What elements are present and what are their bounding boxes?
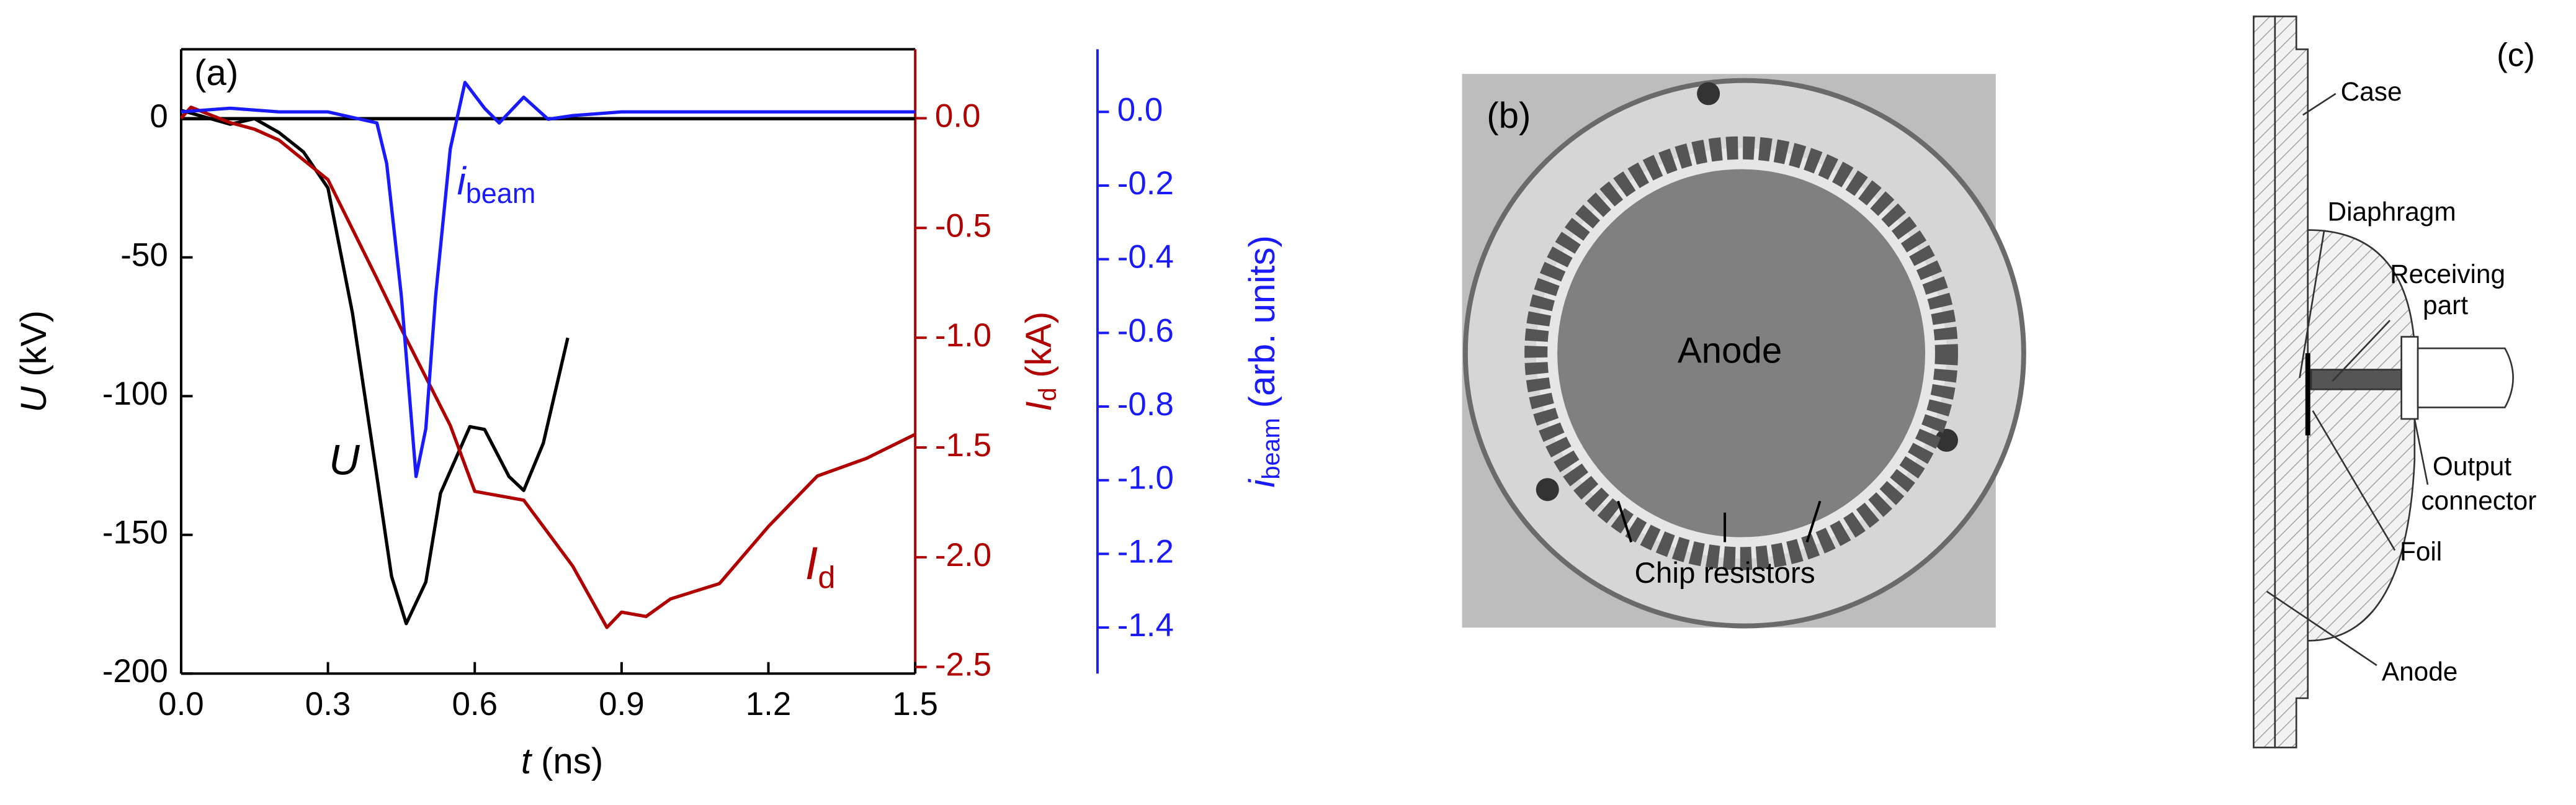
y-tick-label: -150 [102,515,168,551]
y2-tick-label: -0.5 [935,207,991,244]
label: connector [2421,486,2536,515]
y3-tick-label: -1.2 [1117,533,1174,570]
series-line [181,109,570,626]
x-tick-label: 0.6 [452,686,498,722]
y-tick-label: -50 [120,237,168,274]
output-connector [2417,347,2514,408]
hole [1934,428,1958,452]
pointer [2299,230,2325,379]
y3-tick-label: -0.4 [1117,239,1174,276]
annotation: U [329,436,360,484]
y3-tick-label: 0.0 [1117,91,1163,128]
y3-axis-label: ibeam(arb. units) [1242,235,1285,487]
hole [1697,82,1720,106]
x-tick-label: 0.9 [599,686,645,722]
y-tick-label: -200 [102,653,168,690]
pointer [2312,410,2396,551]
panel-label: (b) [1487,96,1531,136]
y2-tick-label: -2.0 [935,537,991,573]
housing [2307,229,2416,642]
y3-tick-label: -0.8 [1117,386,1174,423]
receiving-part [2310,369,2402,390]
y2-tick-label: -1.0 [935,317,991,354]
panel-b: (b) Anode Chip resistors [1462,74,2026,629]
label: Receiving [2390,259,2505,289]
y2-tick-label: -1.5 [935,427,991,464]
hole [1536,478,1559,501]
resistor-label: Chip resistors [1635,557,1815,590]
pointer [1617,500,1633,543]
pointer [2266,590,2377,667]
panel-c: (c) Case Diaphragm Receiving part Output… [2253,16,2536,749]
panel-label: (a) [194,53,238,93]
annotation: ibeam [457,159,536,209]
series-line [179,106,916,629]
annotation: Id [805,537,836,595]
label: part [2423,290,2468,320]
x-tick-label: 1.2 [746,686,792,722]
pointer [1805,500,1822,543]
label: Anode [2382,657,2457,686]
pointer [2413,418,2429,485]
anode-disk [1557,169,1926,537]
label: Case [2341,77,2402,106]
y2-axis-label: Id(kA) [1019,312,1062,411]
y3-tick-label: -0.2 [1117,165,1174,202]
connector-flange [2400,336,2419,420]
anode-plate [2253,16,2276,749]
y-tick-label: 0 [150,98,168,135]
y3-tick-label: -1.0 [1117,460,1174,497]
series-line [181,81,916,479]
y3-tick-label: -1.4 [1117,607,1174,644]
y3-tick-label: -0.6 [1117,312,1174,349]
panel-label: (c) [2497,37,2535,74]
y2-tick-label: -2.5 [935,647,991,683]
y-tick-label: -100 [102,376,168,412]
x-axis-label: t (ns) [521,741,603,781]
y2-tick-label: 0.0 [935,97,981,134]
label: Foil [2400,537,2442,566]
x-tick-label: 0.0 [158,686,204,722]
pointer [2332,320,2391,382]
label: Output [2433,452,2511,481]
anode-label: Anode [1678,330,1782,371]
pointer [2302,92,2337,116]
panel-a: (a) t (ns) U(kV) Id(kA) ibeam(arb. units)… [14,48,1286,781]
y-axis-label: U(kV) [14,310,54,413]
label: Diaphragm [2328,197,2456,226]
x-tick-label: 0.3 [305,686,351,722]
x-tick-label: 1.5 [892,686,938,722]
case [2274,16,2309,749]
